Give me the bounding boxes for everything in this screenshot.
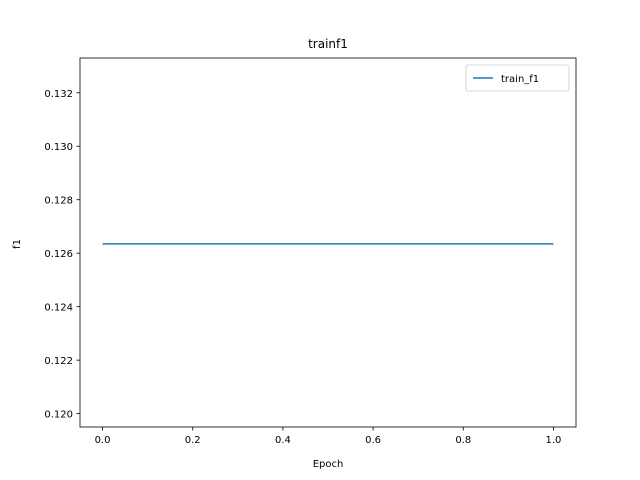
x-tick-label-4: 0.8 bbox=[455, 435, 471, 446]
x-tick-label-2: 0.4 bbox=[275, 435, 291, 446]
y-tick-label-6: 0.132 bbox=[44, 89, 73, 100]
x-axis-label: Epoch bbox=[313, 459, 344, 470]
y-tick-label-0: 0.120 bbox=[44, 410, 73, 421]
y-tick-label-3: 0.126 bbox=[44, 249, 73, 260]
legend: train_f1 bbox=[465, 64, 570, 92]
axes-frame bbox=[79, 57, 577, 428]
y-axis-label: f1 bbox=[12, 239, 23, 249]
chart-title: trainf1 bbox=[308, 37, 348, 51]
plot-area: 0.0 0.2 0.4 0.6 0.8 1.0 0.120 0.122 0.124 0.126 0.… bbox=[44, 57, 577, 446]
legend-box bbox=[465, 64, 570, 92]
y-tick-label-4: 0.128 bbox=[44, 196, 73, 207]
x-tick-label-3: 0.6 bbox=[365, 435, 381, 446]
y-tick-label-1: 0.122 bbox=[44, 356, 73, 367]
x-tick-label-5: 1.0 bbox=[546, 435, 562, 446]
x-tick-label-0: 0.0 bbox=[95, 435, 111, 446]
x-tick-label-1: 0.2 bbox=[185, 435, 201, 446]
legend-label-0: train_f1 bbox=[501, 74, 539, 85]
y-tick-label-5: 0.130 bbox=[44, 142, 73, 153]
y-tick-label-2: 0.124 bbox=[44, 303, 73, 314]
